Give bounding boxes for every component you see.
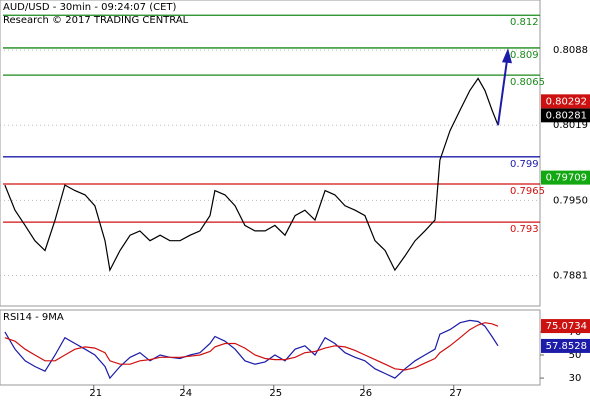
y-tick-label: 0.8019: [553, 120, 588, 131]
series-line: [4, 77, 499, 272]
x-tick-label: 21: [89, 388, 102, 399]
x-tick-label: 25: [269, 388, 282, 399]
price-marker: [541, 338, 590, 353]
rsi-tick-label: 30: [569, 373, 582, 384]
price-marker: [541, 108, 590, 123]
level-label: 0.7965: [510, 186, 545, 197]
price-marker: [541, 94, 590, 109]
price-marker: [541, 170, 590, 185]
price-marker: [541, 319, 590, 334]
rsi-tick-label: 50: [569, 350, 582, 361]
level-label: 0.8065: [510, 77, 545, 88]
level-label: 0.812: [510, 17, 539, 28]
x-tick-label: 27: [449, 388, 462, 399]
y-tick-label: 0.7950: [553, 195, 588, 206]
series-line: [4, 319, 499, 380]
price-panel: [0, 0, 541, 307]
x-tick-label: 26: [359, 388, 372, 399]
chart-title: AUD/USD - 30min - 09:24:07 (CET): [3, 2, 177, 13]
price-marker-label: 0.80281: [546, 110, 587, 121]
level-label: 0.809: [510, 50, 539, 61]
forecast-arrowhead: [502, 48, 512, 64]
price-marker-label: 0.79709: [546, 173, 587, 184]
price-marker-label: 57.8528: [546, 341, 587, 352]
forecast-arrow: [497, 60, 508, 126]
x-tick-label: 24: [179, 388, 192, 399]
chart-subtitle: Research © 2017 TRADING CENTRAL: [3, 15, 189, 26]
price-marker-label: 75.0734: [546, 321, 587, 332]
series-line: [4, 322, 499, 371]
rsi-title: RSI14 - 9MA: [3, 312, 64, 323]
y-tick-label: 0.8088: [553, 45, 588, 56]
y-tick-label: 0.7881: [553, 271, 588, 282]
level-label: 0.793: [510, 224, 539, 235]
price-marker-label: 0.80292: [546, 96, 587, 107]
level-label: 0.799: [510, 159, 539, 170]
